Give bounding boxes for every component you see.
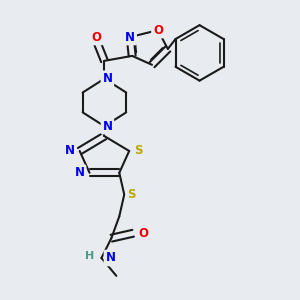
Text: N: N bbox=[102, 120, 112, 133]
Text: S: S bbox=[127, 188, 136, 201]
Text: H: H bbox=[85, 251, 94, 261]
Text: N: N bbox=[102, 72, 112, 85]
Text: N: N bbox=[65, 145, 75, 158]
Text: O: O bbox=[138, 227, 148, 240]
Text: O: O bbox=[92, 31, 101, 44]
Text: S: S bbox=[134, 145, 142, 158]
Text: N: N bbox=[75, 166, 85, 179]
Text: N: N bbox=[105, 251, 116, 265]
Text: O: O bbox=[153, 24, 163, 37]
Text: N: N bbox=[125, 31, 135, 44]
